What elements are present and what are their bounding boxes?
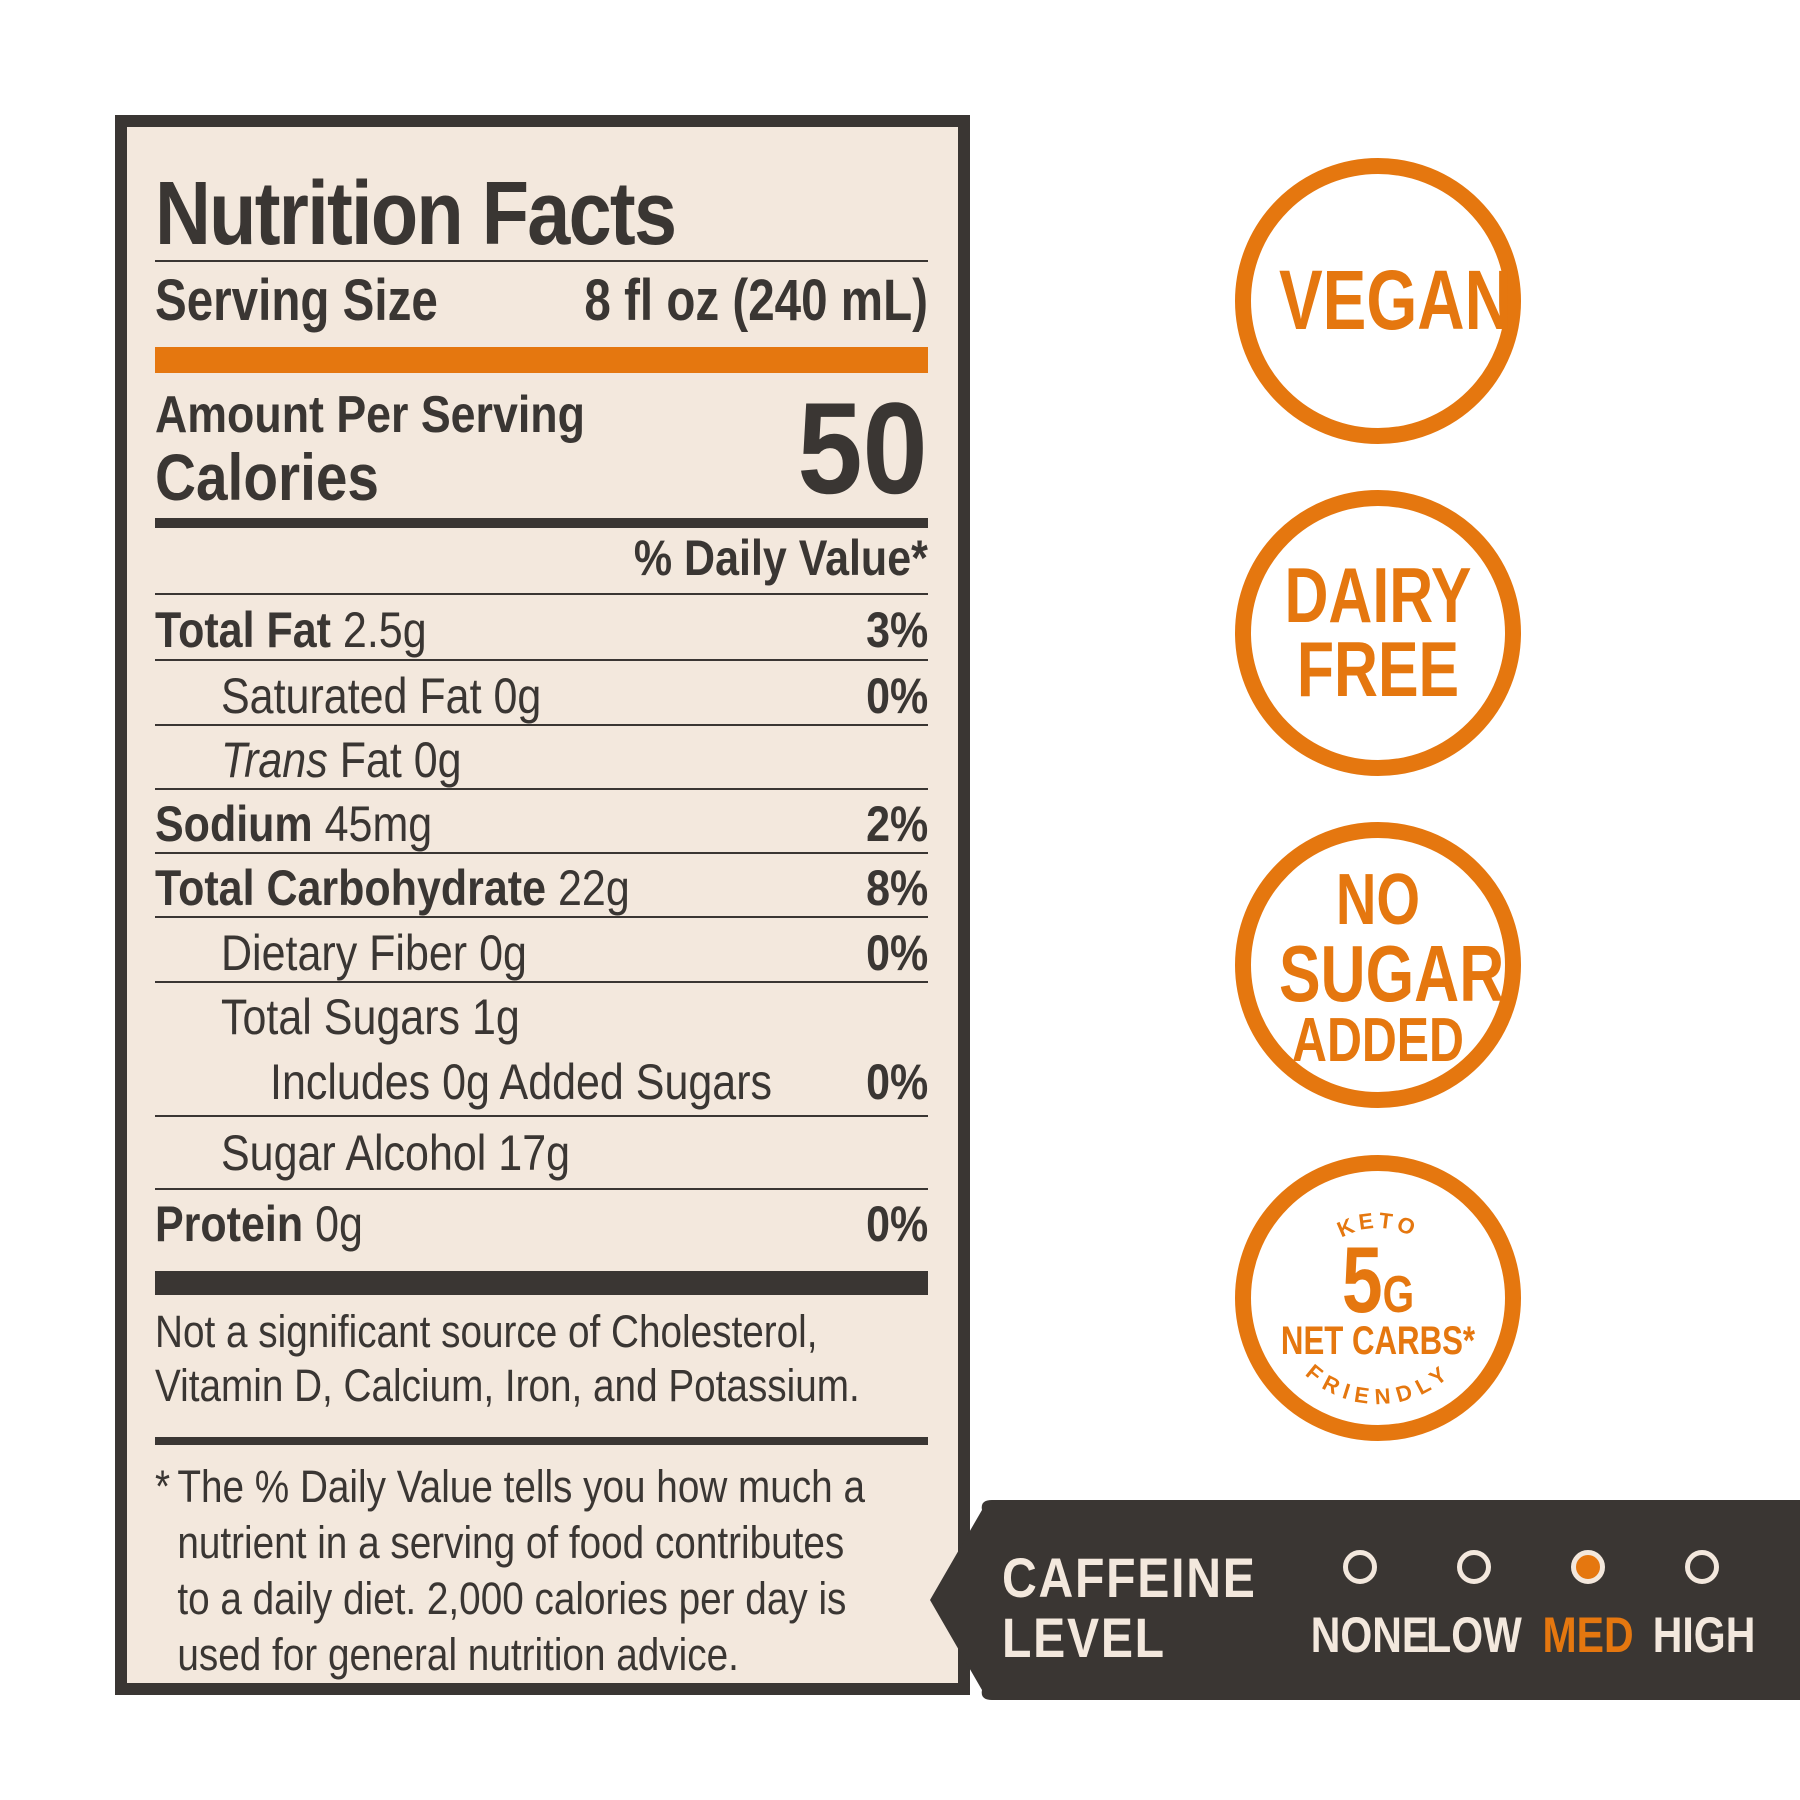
- level-label: HIGH: [1652, 1607, 1756, 1663]
- daily-value-header: % Daily Value*: [634, 530, 928, 586]
- level-dot: [1457, 1550, 1491, 1584]
- nutrient-name: Total Sugars: [221, 989, 461, 1045]
- nutrient-dv: 0%: [865, 925, 928, 981]
- thick-divider: [155, 1271, 928, 1295]
- level-dot-selected: [1571, 1550, 1605, 1584]
- not-significant-note: Not a significant source of Cholesterol,…: [155, 1305, 929, 1413]
- calories-value: 50: [797, 375, 928, 521]
- nutrient-row-total-fat: Total Fat 2.5g 3%: [155, 601, 928, 661]
- caffeine-level-low: LOW: [1414, 1550, 1534, 1664]
- amount-per-serving-label: Amount Per Serving: [155, 386, 585, 444]
- nutrient-amount: 0g: [479, 925, 527, 981]
- nutrient-name: Saturated Fat: [221, 668, 482, 724]
- nutrient-name: Dietary Fiber: [221, 925, 468, 981]
- nutrient-name: Sodium: [155, 796, 313, 852]
- nutrient-dv: 8%: [865, 860, 928, 916]
- nutrient-dv: 0%: [865, 1054, 928, 1110]
- vegan-badge: VEGAN: [1235, 158, 1521, 444]
- note-line: Vitamin D, Calcium, Iron, and Potassium.: [155, 1360, 860, 1411]
- dairy-free-line2: FREE: [1296, 625, 1460, 713]
- dairy-free-badge: DAIRY FREE: [1235, 490, 1521, 776]
- divider: [155, 593, 928, 595]
- no-sugar-line1: NO: [1335, 860, 1421, 940]
- calories-label: Calories: [155, 440, 380, 514]
- caffeine-level-high: HIGH: [1642, 1550, 1762, 1664]
- note-line: Not a significant source of Cholesterol,: [155, 1306, 818, 1357]
- keto-number: 5: [1341, 1227, 1383, 1332]
- footnote-line: used for general nutrition advice.: [177, 1629, 739, 1680]
- nutrient-row-trans-fat: Trans Fat 0g: [155, 731, 928, 791]
- nutrient-amount: 0g: [315, 1196, 363, 1252]
- nutrient-name: Total Fat: [155, 602, 331, 658]
- caffeine-level-med: MED: [1528, 1550, 1648, 1664]
- nutrient-name: Trans: [221, 732, 328, 788]
- nutrient-row-total-carbohydrate: Total Carbohydrate 22g 8%: [155, 859, 928, 919]
- level-dot: [1685, 1550, 1719, 1584]
- divider: [155, 852, 928, 854]
- nutrient-row-sugar-alcohol: Sugar Alcohol 17g: [155, 1124, 928, 1184]
- keto-bottom-label: FRIENDLY: [1301, 1359, 1450, 1409]
- orange-divider: [155, 347, 928, 373]
- no-sugar-added-badge: NO SUGAR ADDED: [1235, 822, 1521, 1108]
- nutrient-amount: 2.5g: [342, 602, 427, 658]
- thick-divider: [155, 518, 928, 528]
- nutrient-name: Total Carbohydrate: [155, 860, 547, 916]
- no-sugar-line3: ADDED: [1292, 1006, 1464, 1075]
- level-label: NONE: [1310, 1607, 1430, 1663]
- divider: [155, 788, 928, 790]
- divider: [155, 724, 928, 726]
- keto-net-carbs-label: NET CARBS*: [1280, 1319, 1476, 1363]
- divider: [155, 1437, 928, 1445]
- divider: [155, 1115, 928, 1117]
- keto-unit: G: [1382, 1266, 1415, 1324]
- caffeine-level-none: NONE: [1300, 1550, 1430, 1664]
- nutrient-amount: 1g: [471, 989, 520, 1045]
- serving-size-value: 8 fl oz (240 mL): [584, 268, 928, 333]
- keto-arc-text: KETO FRIENDLY: [1301, 1208, 1454, 1410]
- caffeine-title-line1: CAFFEINE: [1002, 1546, 1257, 1609]
- footnote-line: to a daily diet. 2,000 calories per day …: [177, 1573, 847, 1624]
- nutrition-facts-title: Nutrition Facts: [155, 164, 677, 264]
- footnote-star: *: [155, 1461, 171, 1512]
- nutrient-name: Includes 0g Added Sugars: [270, 1054, 773, 1110]
- svg-text:FRIENDLY: FRIENDLY: [1301, 1359, 1454, 1409]
- nutrient-row-dietary-fiber: Dietary Fiber 0g 0%: [155, 924, 928, 984]
- divider: [155, 659, 928, 661]
- nutrient-amount: 17g: [498, 1125, 571, 1181]
- nutrient-dv: 0%: [865, 1196, 928, 1252]
- footnote-line: nutrient in a serving of food contribute…: [177, 1517, 845, 1568]
- nutrient-row-sodium: Sodium 45mg 2%: [155, 795, 928, 855]
- nutrient-row-total-sugars: Total Sugars 1g: [155, 988, 928, 1048]
- nutrient-row-protein: Protein 0g 0%: [155, 1195, 928, 1255]
- level-label: MED: [1542, 1607, 1634, 1663]
- caffeine-level-bar: CAFFEINE LEVEL NONE LOW MED HIGH: [930, 1500, 1800, 1700]
- nutrient-name: Sugar Alcohol: [221, 1125, 487, 1181]
- keto-net-carbs-value: 5G: [1279, 1233, 1477, 1327]
- nutrient-row-added-sugars: Includes 0g Added Sugars 0%: [155, 1053, 928, 1113]
- divider: [155, 981, 928, 983]
- keto-badge: KETO FRIENDLY 5G NET CARBS*: [1235, 1155, 1521, 1441]
- nutrient-amount: Fat 0g: [339, 732, 462, 788]
- nutrition-facts-panel: Nutrition Facts Serving Size 8 fl oz (24…: [115, 115, 970, 1695]
- nutrient-dv: 0%: [865, 668, 928, 724]
- level-label: LOW: [1426, 1607, 1522, 1663]
- nutrient-amount: 45mg: [324, 796, 433, 852]
- nutrient-amount: 22g: [557, 860, 630, 916]
- nutrient-dv: 3%: [865, 602, 928, 658]
- no-sugar-line2: SUGAR: [1278, 929, 1505, 1018]
- caffeine-title-line2: LEVEL: [1002, 1606, 1166, 1669]
- footnote-line: The % Daily Value tells you how much a: [177, 1461, 865, 1512]
- nutrient-dv: 2%: [865, 796, 928, 852]
- level-dot: [1343, 1550, 1377, 1584]
- dairy-free-line1: DAIRY: [1284, 551, 1472, 639]
- nutrient-name: Protein: [155, 1196, 304, 1252]
- divider: [155, 916, 928, 918]
- divider: [155, 260, 928, 262]
- divider: [155, 1188, 928, 1190]
- nutrient-row-saturated-fat: Saturated Fat 0g 0%: [155, 667, 928, 727]
- serving-size-label: Serving Size: [155, 268, 438, 333]
- vegan-label: VEGAN: [1278, 253, 1512, 347]
- caffeine-title: CAFFEINE LEVEL: [1002, 1548, 1257, 1668]
- nutrient-amount: 0g: [493, 668, 542, 724]
